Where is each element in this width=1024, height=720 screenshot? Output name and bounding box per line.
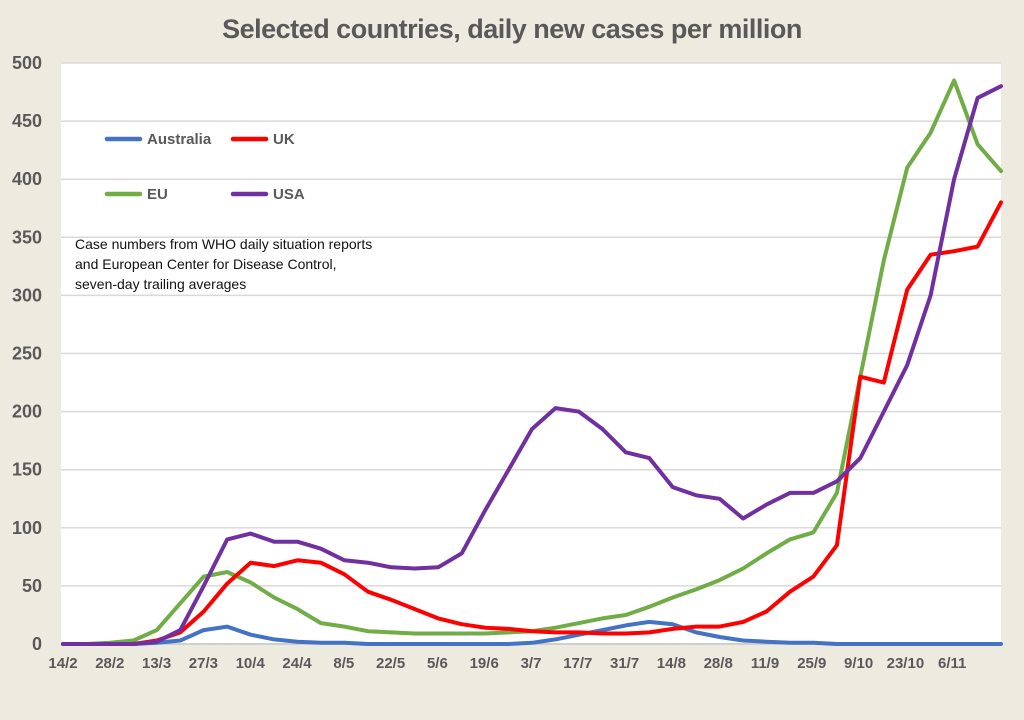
y-tick-label: 150	[12, 460, 42, 480]
x-tick-label: 19/6	[470, 655, 499, 672]
x-tick-label: 28/8	[704, 655, 733, 672]
y-tick-label: 100	[12, 518, 42, 538]
y-tick-label: 450	[12, 111, 42, 131]
x-tick-label: 11/9	[751, 655, 779, 672]
y-tick-label: 400	[12, 169, 42, 189]
x-tick-label: 8/5	[333, 655, 354, 672]
legend: Australia UK EU USA	[104, 131, 305, 203]
series-line-australia	[61, 619, 1003, 646]
chart-title: Selected countries, daily new cases per …	[222, 14, 802, 44]
source-note: Case numbers from WHO daily situation re…	[75, 236, 373, 292]
y-tick-label: 0	[32, 634, 42, 654]
x-tick-label: 14/8	[657, 655, 686, 672]
x-tick-label: 28/2	[95, 655, 124, 672]
x-tick-label: 31/7	[610, 655, 639, 672]
y-tick-label: 250	[12, 344, 42, 364]
x-tick-label: 23/10	[887, 655, 925, 672]
x-tick-label: 24/4	[282, 655, 312, 672]
x-tick-label: 25/9	[797, 655, 826, 672]
y-tick-label: 200	[12, 402, 42, 422]
y-tick-label: 500	[12, 53, 42, 73]
legend-label-uk: UK	[273, 131, 295, 148]
x-tick-label: 22/5	[376, 655, 405, 672]
y-axis-ticks: 0 50 100 150 200 250 300 350 400 450 500	[12, 53, 42, 654]
x-tick-label: 6/11	[938, 655, 966, 672]
series-lines	[61, 78, 1003, 646]
legend-label-australia: Australia	[147, 131, 212, 148]
x-tick-label: 9/10	[844, 655, 873, 672]
x-tick-label: 10/4	[236, 655, 266, 672]
x-tick-label: 3/7	[521, 655, 542, 672]
x-tick-label: 13/3	[142, 655, 171, 672]
legend-label-eu: EU	[147, 186, 168, 203]
x-tick-label: 27/3	[189, 655, 218, 672]
x-axis-ticks: 14/2 28/2 13/3 27/3 10/4 24/4 8/5 22/5 5/6 19/6 3/…	[48, 655, 966, 672]
legend-label-usa: USA	[273, 186, 305, 203]
y-tick-label: 50	[22, 576, 42, 596]
x-tick-label: 14/2	[48, 655, 77, 672]
y-tick-label: 350	[12, 227, 42, 247]
series-line-usa	[61, 84, 1003, 646]
series-line-uk	[61, 200, 1003, 646]
x-tick-label: 17/7	[563, 655, 592, 672]
y-tick-label: 300	[12, 285, 42, 305]
x-tick-label: 5/6	[427, 655, 448, 672]
